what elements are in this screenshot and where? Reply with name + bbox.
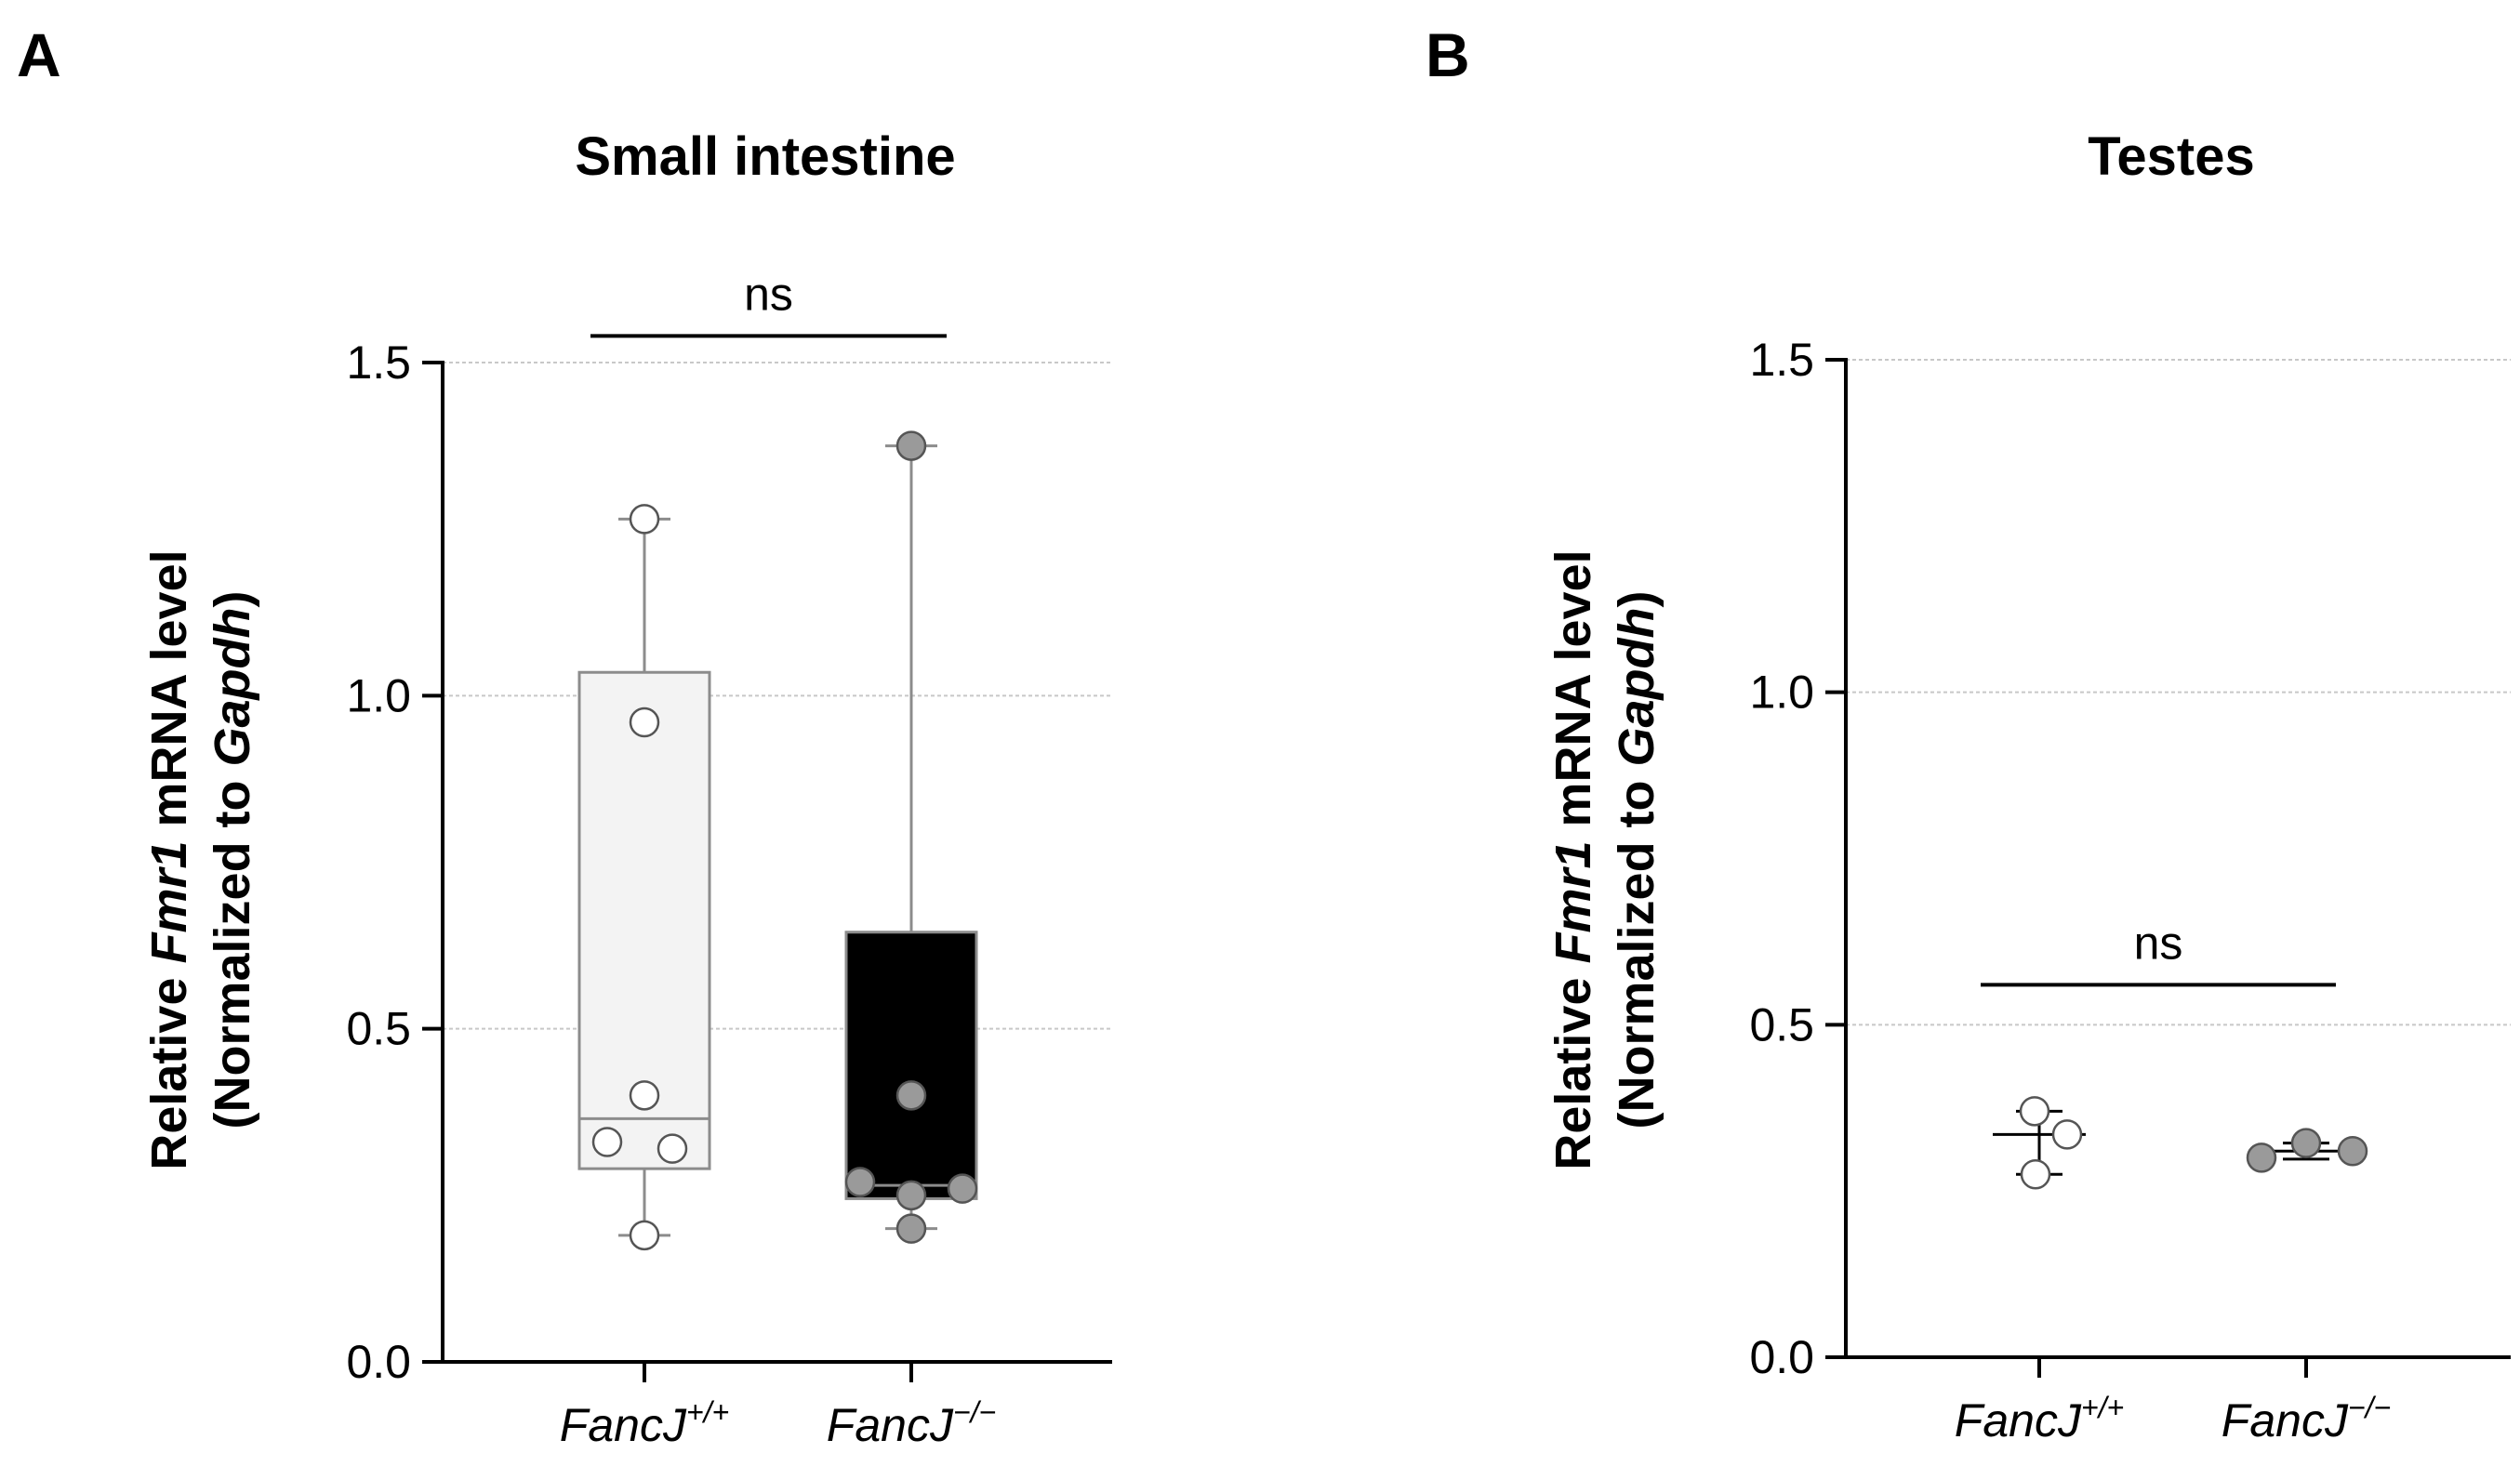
- y-tick-label-b-1: 0.5: [1749, 998, 1814, 1050]
- y-axis-title-a: Relative Fmr1 mRNA level (Normalized to …: [141, 549, 260, 1169]
- panel-label-a: A: [17, 20, 61, 89]
- data-point-b-wt-2: [2020, 1159, 2051, 1190]
- y-tick-label-b-0: 0.0: [1749, 1331, 1814, 1383]
- data-point-a-wt-5: [629, 1220, 660, 1251]
- axes-a: [422, 361, 1112, 1382]
- x-tick-label-a-ko: FancJ−/−: [827, 1395, 996, 1451]
- box-a-ko: [844, 931, 978, 1200]
- chart-title-a: Small intestine: [575, 126, 955, 187]
- significance-label-b: ns: [2134, 917, 2183, 969]
- data-point-b-ko-0: [2246, 1142, 2277, 1173]
- data-point-a-ko-3: [947, 1173, 978, 1204]
- data-point-a-ko-5: [895, 1213, 927, 1244]
- data-point-b-wt-0: [2019, 1096, 2050, 1127]
- marks-b: [1993, 1096, 2368, 1190]
- data-point-a-wt-0: [629, 504, 660, 535]
- x-tick-labels-a: FancJ+/+ FancJ−/−: [560, 1395, 996, 1451]
- data-point-a-ko-0: [895, 430, 927, 461]
- data-point-a-wt-2: [629, 1080, 660, 1111]
- y-axis-title-b-line1: Relative Fmr1 mRNA level: [1545, 549, 1601, 1169]
- significance-a: ns: [590, 268, 947, 338]
- marks-a: [577, 430, 978, 1251]
- data-point-b-wt-1: [2051, 1119, 2083, 1150]
- significance-b: ns: [1981, 917, 2336, 987]
- gridlines-a: [443, 362, 1112, 1030]
- panel-b: B Testes Relative Fmr1 mRNA level (Norma…: [1426, 20, 2511, 1446]
- y-tick-label-b-2: 1.0: [1749, 667, 1814, 719]
- x-tick-label-a-wt: FancJ+/+: [560, 1395, 729, 1451]
- data-point-b-ko-1: [2290, 1128, 2322, 1158]
- gridlines-b: [1846, 359, 2511, 1026]
- data-point-b-ko-2: [2337, 1135, 2368, 1167]
- y-tick-labels-b: 0.0 0.5 1.0 1.5: [1749, 334, 1814, 1383]
- data-point-a-wt-1: [629, 707, 660, 738]
- y-axis-title-a-line1: Relative Fmr1 mRNA level: [141, 549, 197, 1169]
- y-tick-label-a-1: 0.5: [346, 1003, 411, 1055]
- axes-b: [1825, 358, 2511, 1378]
- x-tick-label-b-wt: FancJ+/+: [1955, 1391, 2124, 1446]
- data-point-a-wt-4: [657, 1133, 688, 1164]
- y-axis-title-b: Relative Fmr1 mRNA level (Normalized to …: [1545, 549, 1665, 1169]
- y-tick-label-a-0: 0.0: [346, 1336, 411, 1388]
- panel-label-b: B: [1426, 20, 1470, 89]
- x-tick-label-b-ko: FancJ−/−: [2222, 1391, 2391, 1446]
- x-tick-labels-b: FancJ+/+ FancJ−/−: [1955, 1391, 2391, 1446]
- data-point-a-ko-2: [844, 1167, 876, 1197]
- y-tick-label-a-2: 1.0: [346, 669, 411, 721]
- y-tick-label-b-3: 1.5: [1749, 334, 1814, 386]
- data-point-a-ko-4: [895, 1180, 927, 1211]
- chart-title-b: Testes: [2088, 126, 2254, 187]
- data-point-a-wt-3: [591, 1127, 623, 1157]
- y-tick-labels-a: 0.0 0.5 1.0 1.5: [346, 337, 411, 1388]
- y-axis-title-a-line2: (Normalized to Gapdh): [205, 590, 260, 1129]
- y-axis-title-b-line2: (Normalized to Gapdh): [1609, 590, 1665, 1129]
- data-point-a-ko-1: [895, 1080, 927, 1111]
- significance-label-a: ns: [744, 268, 793, 320]
- y-tick-label-a-3: 1.5: [346, 337, 411, 389]
- panel-a: A Small intestine Relative Fmr1 mRNA lev…: [17, 20, 1112, 1451]
